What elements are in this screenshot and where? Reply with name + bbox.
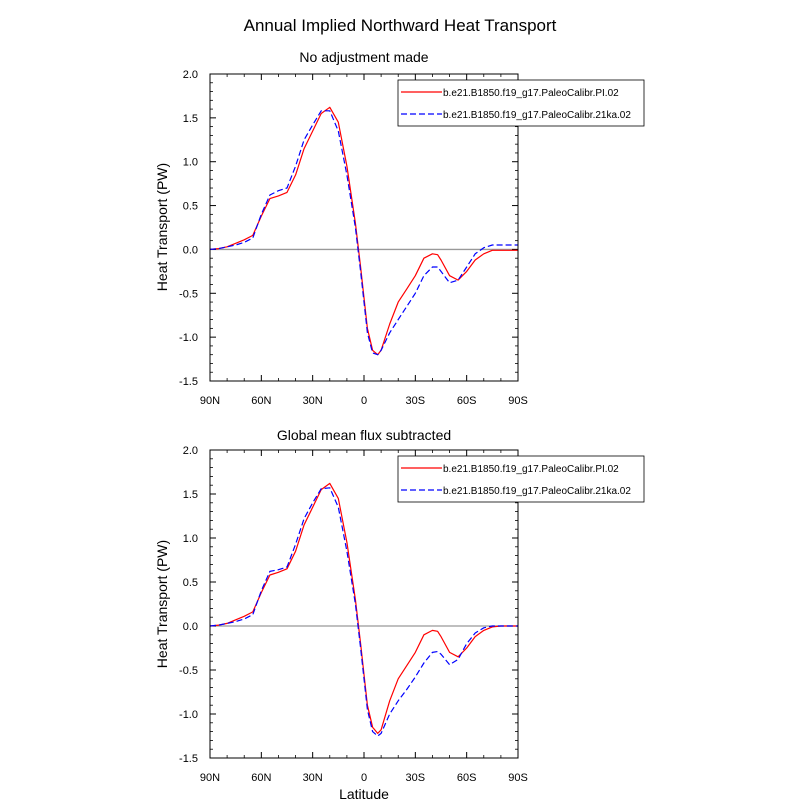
panel-top-series-pi-line [209, 106, 518, 356]
panel-bottom-axes-frame [209, 449, 519, 759]
panel-bottom-legend-label-pi: b.e21.B1850.f19_g17.PaleoCalibr.PI.02 [443, 464, 619, 475]
panel-bottom-x-tick-label: 0 [361, 772, 367, 784]
panel-bottom-y-tick-label: 2.0 [183, 445, 198, 457]
panel-top-ylabel: Heat Transport (PW) [154, 163, 170, 291]
panel-bottom-xlabel: Latitude [339, 786, 389, 800]
panel-top-x-tick-label: 90N [200, 395, 220, 407]
panel-top-y-tick-label: -1.0 [179, 332, 198, 344]
panel-bottom-y-tick-label: -1.5 [179, 753, 198, 765]
panel-top-y-tick-label: -0.5 [179, 288, 198, 300]
panel-top-plot: -1.5 -1.0 -0.5 0.0 0.5 1.0 1.5 2.0 90N 60N 30N 0 30S… [179, 69, 645, 407]
panel-bottom-title: Global mean flux subtracted [277, 427, 451, 443]
panel-bottom-legend-box [397, 455, 645, 503]
panel-bottom-y-tick-label: 0.0 [183, 621, 198, 633]
panel-bottom-y-tick-label: -1.0 [179, 709, 198, 721]
panel-top-title: No adjustment made [299, 49, 428, 65]
panel-bottom-x-tick-label: 90N [200, 772, 220, 784]
panel-bottom-y-tick-label: -0.5 [179, 665, 198, 677]
figure-title: Annual Implied Northward Heat Transport [244, 16, 557, 35]
panel-bottom-x-tick-label: 60N [251, 772, 271, 784]
panel-top-y-tick-label: -1.5 [179, 376, 198, 388]
panel-top-legend-label-21ka: b.e21.B1850.f19_g17.PaleoCalibr.21ka.02 [443, 110, 631, 121]
panel-top-x-tick-label: 90S [508, 395, 528, 407]
panel-top-legend-box [397, 79, 645, 127]
panel-bottom-x-tick-label: 30S [406, 772, 426, 784]
panel-top-x-tick-label: 30S [406, 395, 426, 407]
panel-top-y-tick-label: 0.5 [183, 201, 198, 213]
panel-top-x-tick-label: 60N [251, 395, 271, 407]
panel-top-axes-frame [209, 73, 519, 382]
panel-top-y-tick-label: 1.5 [183, 113, 198, 125]
panel-bottom-ylabel: Heat Transport (PW) [154, 540, 170, 668]
panel-bottom-y-tick-label: 1.0 [183, 533, 198, 545]
panel-top-x-tick-label: 30N [303, 395, 323, 407]
panel-bottom-plot: -1.5 -1.0 -0.5 0.0 0.5 1.0 1.5 2.0 90N 60N 30N 0 30S… [179, 445, 645, 784]
panel-top: No adjustment made Heat Transport (PW) -… [154, 49, 645, 407]
panel-bottom-series-21ka-line [209, 487, 518, 737]
panel-bottom-x-tick-label: 30N [303, 772, 323, 784]
panel-bottom-y-tick-label: 1.5 [183, 489, 198, 501]
panel-bottom-series-pi-line [209, 482, 518, 734]
panel-top-y-tick-label: 2.0 [183, 69, 198, 81]
panel-top-y-tick-label: 0.0 [183, 244, 198, 256]
panel-top-series-21ka-line [209, 110, 518, 356]
panel-bottom-x-tick-label: 90S [508, 772, 528, 784]
panel-top-legend-label-pi: b.e21.B1850.f19_g17.PaleoCalibr.PI.02 [443, 88, 619, 99]
panel-top-x-tick-label: 0 [361, 395, 367, 407]
panel-bottom-y-tick-label: 0.5 [183, 577, 198, 589]
panel-top-y-tick-label: 1.0 [183, 157, 198, 169]
panel-bottom-x-tick-label: 60S [457, 772, 477, 784]
panel-top-x-tick-label: 60S [457, 395, 477, 407]
panel-bottom-legend-label-21ka: b.e21.B1850.f19_g17.PaleoCalibr.21ka.02 [443, 486, 631, 497]
panel-bottom: Global mean flux subtracted Heat Transpo… [154, 427, 645, 800]
